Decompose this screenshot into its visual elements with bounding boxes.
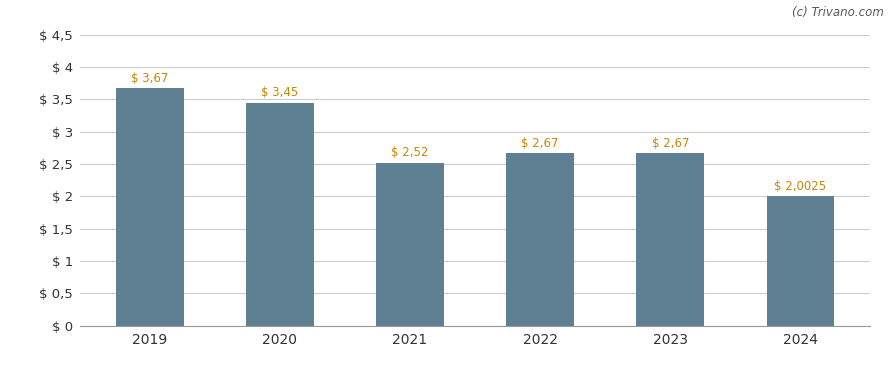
Text: $ 2,67: $ 2,67 xyxy=(521,137,559,150)
Bar xyxy=(506,153,574,326)
Bar xyxy=(115,88,184,326)
Text: $ 2,67: $ 2,67 xyxy=(652,137,689,150)
Bar xyxy=(377,163,444,326)
Bar xyxy=(766,196,835,326)
Text: $ 3,67: $ 3,67 xyxy=(131,72,169,85)
Bar xyxy=(246,102,313,326)
Text: $ 2,0025: $ 2,0025 xyxy=(774,180,827,193)
Text: $ 3,45: $ 3,45 xyxy=(261,86,298,99)
Text: (c) Trivano.com: (c) Trivano.com xyxy=(792,6,884,18)
Bar xyxy=(637,153,704,326)
Text: $ 2,52: $ 2,52 xyxy=(392,147,429,159)
